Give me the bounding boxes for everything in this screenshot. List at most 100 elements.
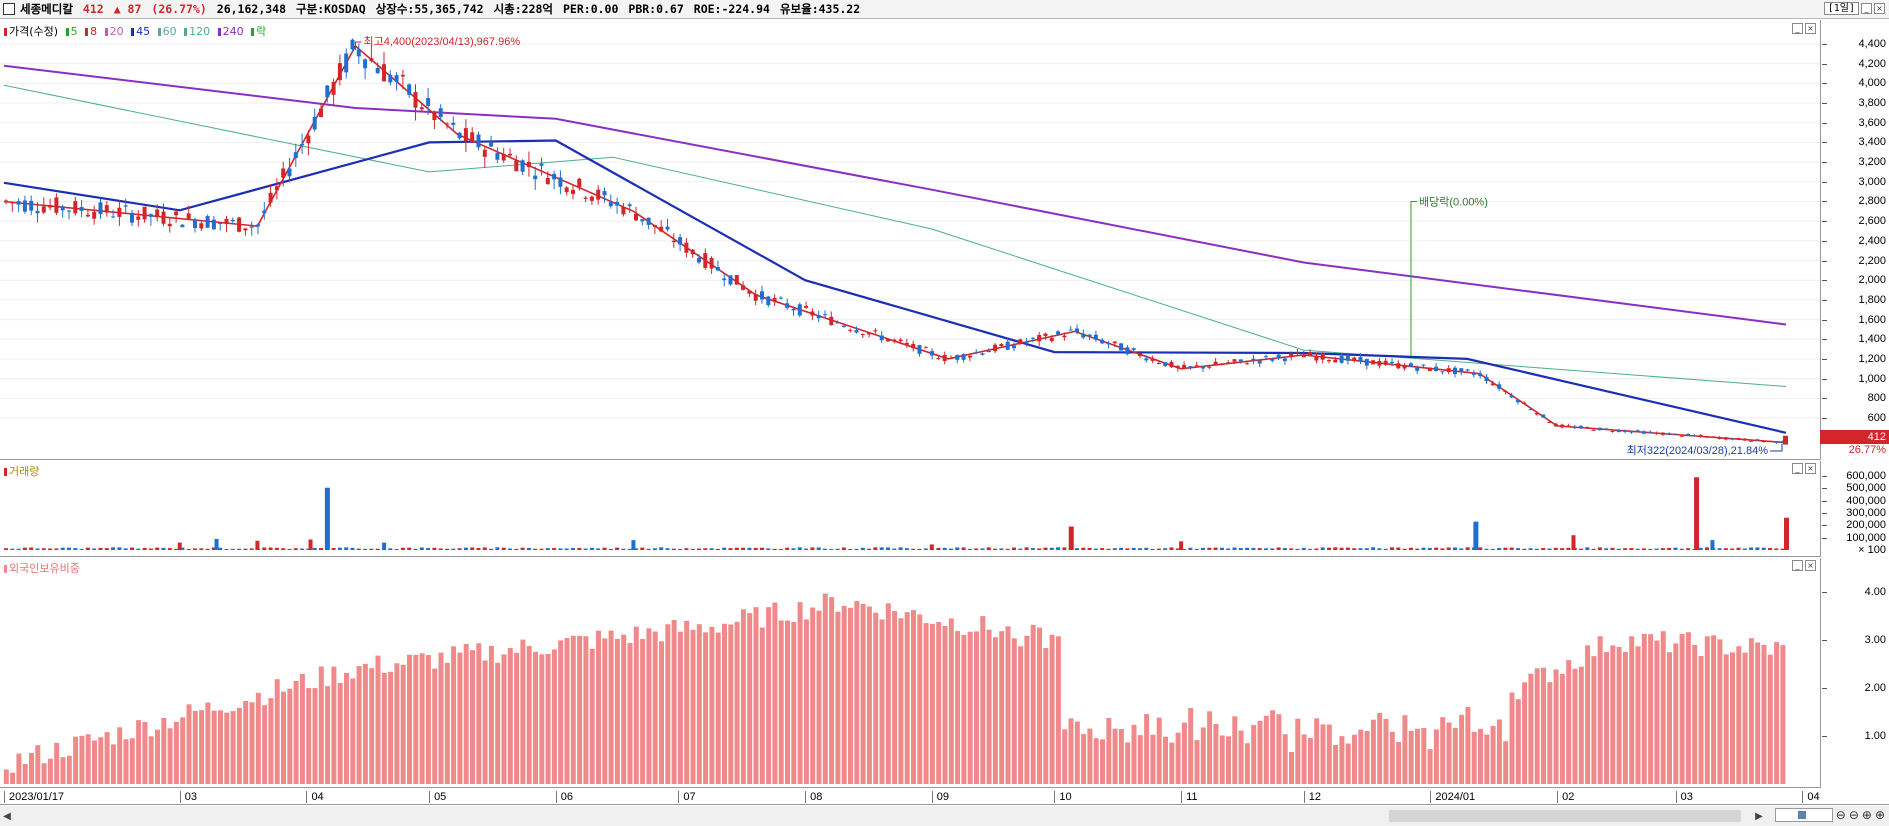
candlestick: [1358, 353, 1363, 365]
candlestick: [1579, 424, 1583, 430]
period-selector[interactable]: [1일]: [1823, 2, 1859, 15]
foreign-bar: [211, 710, 217, 784]
candlestick: [1093, 330, 1098, 342]
foreign-bar: [690, 629, 696, 784]
volume-bar: [331, 547, 336, 550]
zoom-fit-icon[interactable]: ⊕: [1874, 808, 1885, 822]
volume-bar: [394, 548, 399, 550]
price-panel[interactable]: 가격(수정) 5 8 20 45 60 120 240 락 _ × 최고4,40…: [0, 20, 1820, 460]
volume-chart[interactable]: [0, 461, 1820, 557]
zoom-in-icon[interactable]: ⊕: [1861, 808, 1872, 822]
candlestick: [747, 290, 752, 297]
foreign-bar: [1150, 734, 1156, 784]
volume-bar: [1075, 548, 1079, 550]
panel-minimize-icon[interactable]: _: [1792, 23, 1803, 34]
volume-bar: [1755, 547, 1760, 550]
volume-close-icon[interactable]: ×: [1805, 463, 1816, 474]
foreign-bar: [829, 597, 835, 784]
volume-bar: [319, 548, 323, 550]
candlestick: [690, 248, 695, 258]
foreign-bar: [299, 674, 305, 784]
volume-bar: [1131, 547, 1136, 550]
volume-bar: [186, 548, 191, 550]
candlestick: [337, 54, 342, 86]
foreign-bar: [35, 745, 41, 784]
volume-bar: [1623, 548, 1628, 550]
price-axis-label: 3,800: [1858, 97, 1886, 110]
volume-panel[interactable]: 거래량 _ ×: [0, 461, 1820, 557]
zoom-out-icon[interactable]: ⊖: [1848, 808, 1859, 822]
volume-bar: [1163, 548, 1168, 550]
volume-bar: [879, 547, 884, 550]
volume-bar: [438, 548, 443, 550]
candlestick: [48, 198, 53, 211]
candlestick: [1660, 432, 1665, 436]
foreign-minimize-icon[interactable]: _: [1792, 560, 1803, 571]
volume-bar: [1509, 547, 1514, 550]
volume-bar: [1264, 548, 1268, 550]
volume-bar: [1610, 547, 1615, 550]
candlestick: [1730, 438, 1735, 441]
volume-bar: [463, 547, 468, 550]
foreign-bar: [722, 623, 727, 784]
minimize-icon[interactable]: _: [1861, 3, 1872, 14]
volume-bar: [1774, 548, 1779, 550]
volume-bar: [1018, 548, 1023, 550]
price-chart[interactable]: 최고4,400(2023/04/13),967.96% 배당락(0.00%) 최저3…: [0, 20, 1820, 460]
volume-bar: [1308, 548, 1313, 550]
foreign-bar: [1257, 720, 1263, 784]
candlestick: [1774, 441, 1779, 445]
volume-bar: [634, 548, 638, 550]
candlestick: [955, 354, 960, 364]
volume-bar: [54, 548, 59, 550]
price-axis-label: 2,200: [1858, 254, 1886, 267]
foreign-holding-panel[interactable]: 외국인보유비중 _ ×: [0, 558, 1820, 788]
scroll-right-icon[interactable]: ▶: [1755, 810, 1763, 822]
foreign-chart[interactable]: [0, 558, 1820, 788]
volume-bar: [1112, 548, 1117, 550]
panel-close-icon[interactable]: ×: [1805, 23, 1816, 34]
volume-axis-label: 400,000: [1846, 494, 1886, 507]
scroll-thumb[interactable]: [1389, 810, 1741, 822]
foreign-bar: [1238, 730, 1244, 784]
foreign-bar: [1446, 722, 1452, 784]
foreign-bar: [350, 678, 356, 784]
candlestick: [1623, 429, 1628, 434]
select-checkbox[interactable]: [3, 3, 15, 15]
candlestick: [823, 310, 827, 319]
zoom-reset-icon[interactable]: ⊖: [1835, 808, 1846, 822]
candlestick: [1327, 359, 1331, 364]
date-axis-label: 11: [1181, 791, 1198, 803]
foreign-bar: [318, 666, 324, 784]
foreign-bar: [1679, 633, 1685, 784]
foreign-close-icon[interactable]: ×: [1805, 560, 1816, 571]
candlestick: [237, 216, 242, 233]
scroll-left-icon[interactable]: ◀: [3, 810, 11, 822]
volume-axis-label: 500,000: [1846, 482, 1886, 495]
candlestick: [256, 223, 260, 235]
candlestick: [1610, 429, 1615, 433]
candlestick: [526, 151, 531, 177]
candlestick: [174, 209, 179, 223]
volume-bar: [1408, 547, 1413, 550]
volume-bar: [1698, 547, 1703, 550]
foreign-bar: [1471, 731, 1477, 784]
price-axis-label: 600: [1867, 412, 1886, 424]
volume-bar: [854, 548, 859, 550]
close-icon[interactable]: ×: [1874, 3, 1885, 14]
foreign-bar: [1585, 645, 1591, 784]
foreign-bar: [1339, 736, 1345, 784]
current-price: 412: [82, 2, 104, 16]
candlestick: [1383, 357, 1388, 366]
volume-minimize-icon[interactable]: _: [1792, 463, 1803, 474]
legend-ma5: 5: [70, 25, 78, 38]
volume-bar: [520, 547, 525, 550]
candlestick: [1402, 363, 1407, 371]
foreign-bar: [558, 640, 564, 784]
candlestick: [741, 281, 746, 291]
chart-scrollbar[interactable]: ◀ ▶ ⊖ ⊖ ⊕ ⊕: [0, 806, 1889, 826]
zoom-slider[interactable]: [1774, 808, 1833, 822]
candlestick: [1396, 360, 1401, 370]
candlestick: [193, 217, 197, 233]
foreign-bar: [1440, 717, 1446, 784]
